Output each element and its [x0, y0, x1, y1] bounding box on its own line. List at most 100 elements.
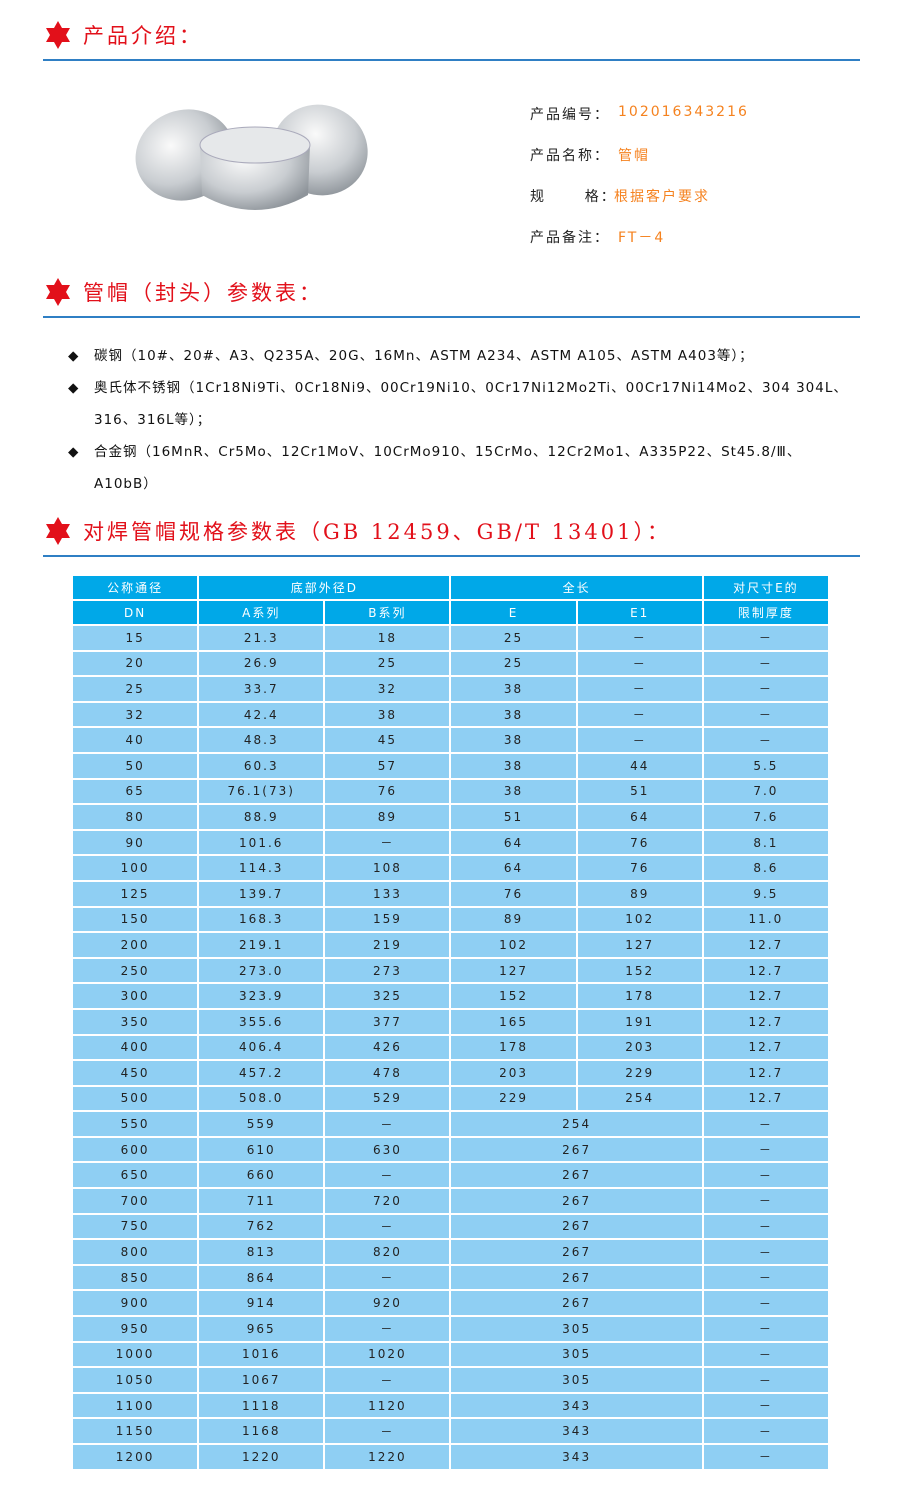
table-cell: 250 [70, 956, 200, 985]
table-cell: 32 [70, 700, 200, 729]
divider [43, 59, 860, 61]
table-cell: － [323, 1110, 452, 1138]
table-row: 100 114.3 108 64 76 8.6 [70, 854, 831, 882]
table-row: 40 48.3 45 38 －－ [70, 726, 831, 754]
table-cell: 51 [575, 777, 704, 806]
table-cell: 1067 [197, 1366, 326, 1394]
table-cell: － [701, 1187, 831, 1215]
diamond-bullet-icon: ◆ [68, 444, 80, 460]
pipe-cap-photo [135, 104, 368, 210]
table-cell: 11.0 [701, 905, 831, 934]
material-text: 合金钢（16MnR、Cr5Mo、12Cr1MoV、10CrMo910、15CrM… [94, 444, 802, 492]
table-cell: 9.5 [701, 879, 831, 908]
table-cell: 12.7 [701, 1059, 831, 1087]
table-cell: － [323, 1315, 452, 1343]
table-cell: 12.7 [701, 1084, 831, 1113]
table-cell: 80 [70, 803, 200, 831]
table-cell: 89 [323, 803, 452, 831]
table-cell: 178 [575, 982, 704, 1010]
list-item: ◆ 碳钢（10#、20#、A3、Q235A、20G、16Mn、ASTM A234、… [68, 340, 858, 372]
table-cell: － [701, 1443, 831, 1471]
section-intro: 产品介绍： [43, 15, 860, 61]
table-row: 750 762 － 267 － [70, 1212, 831, 1241]
table-cell: 325 [323, 982, 452, 1010]
table-cell: 32 [323, 675, 452, 703]
table-cell: 323.9 [197, 982, 326, 1010]
table-cell: 1016 [197, 1340, 326, 1369]
table-cell: 267 [449, 1212, 704, 1241]
table-cell: － [701, 1135, 831, 1164]
table-row: 250 273.0 273 127 152 12.7 [70, 956, 831, 985]
table-cell: － [701, 1110, 831, 1138]
table-cell: 1020 [323, 1340, 452, 1369]
table-cell: － [701, 1238, 831, 1266]
diamond-bullet-icon: ◆ [68, 348, 80, 364]
table-cell: 76.1(73) [197, 777, 326, 806]
table-row: 65 76.1(73) 76 38 51 7.0 [70, 777, 831, 806]
table-cell: 300 [70, 982, 200, 1010]
table-row: 150 168.3 159 89 102 11.0 [70, 905, 831, 934]
table-cell: 377 [323, 1007, 452, 1036]
table-row: 500 508.0 529 229 254 12.7 [70, 1084, 831, 1113]
table-cell: 1120 [323, 1391, 452, 1420]
table-cell: 90 [70, 828, 200, 857]
table-cell: 508.0 [197, 1084, 326, 1113]
table-cell: 38 [449, 777, 578, 806]
table-cell: 45 [323, 726, 452, 754]
table-cell: 850 [70, 1263, 200, 1292]
table-cell: 76 [575, 828, 704, 857]
product-info-row: 产品编号： 102016343216 [530, 104, 749, 145]
table-cell: － [701, 1263, 831, 1292]
table-row: 32 42.4 38 38 －－ [70, 700, 831, 729]
table-cell: － [701, 1315, 831, 1343]
table-cell: 76 [449, 879, 578, 908]
table-cell: 38 [449, 726, 578, 754]
table-row: 1200 1220 1220 343 － [70, 1443, 831, 1471]
header-cell: A系列 [197, 599, 326, 626]
table-cell: 720 [323, 1187, 452, 1215]
table-cell: 178 [449, 1033, 578, 1062]
table-cell: － [575, 726, 704, 754]
table-row: 450 457.2 478 203 229 12.7 [70, 1059, 831, 1087]
table-cell: 610 [197, 1135, 326, 1164]
table-row: 1150 1168 － 343 － [70, 1417, 831, 1445]
table-cell: 559 [197, 1110, 326, 1138]
table-cell: 343 [449, 1391, 704, 1420]
table-cell: 267 [449, 1135, 704, 1164]
table-cell: 305 [449, 1366, 704, 1394]
table-cell: 38 [449, 700, 578, 729]
table-cell: － [701, 649, 831, 678]
star-icon [46, 278, 70, 306]
table-cell: 40 [70, 726, 200, 754]
table-row: 25 33.7 32 38 －－ [70, 675, 831, 703]
materials-list: ◆ 碳钢（10#、20#、A3、Q235A、20G、16Mn、ASTM A234、… [68, 340, 858, 500]
table-cell: 1168 [197, 1417, 326, 1445]
table-cell: 920 [323, 1289, 452, 1318]
table-cell: － [701, 1212, 831, 1241]
table-cell: － [575, 624, 704, 652]
table-cell: 965 [197, 1315, 326, 1343]
list-item: ◆ 奥氏体不锈钢（1Cr18Ni9Ti、0Cr18Ni9、00Cr19Ni10、0… [68, 372, 858, 436]
star-icon [46, 517, 70, 545]
table-cell: － [701, 1391, 831, 1420]
table-cell: 267 [449, 1289, 704, 1318]
section-title: 产品介绍： [83, 24, 203, 48]
table-row: 800 813 820 267 － [70, 1238, 831, 1266]
table-cell: 127 [575, 931, 704, 959]
table-cell: 64 [449, 854, 578, 882]
table-cell: 355.6 [197, 1007, 326, 1036]
table-row: 700 711 720 267 － [70, 1187, 831, 1215]
section-spec: 对焊管帽规格参数表（GB 12459、GB/T 13401）： [43, 511, 860, 557]
table-cell: 1000 [70, 1340, 200, 1369]
product-info-row: 产品名称： 管帽 [530, 145, 749, 186]
table-cell: 20 [70, 649, 200, 678]
table-cell: 18 [323, 624, 452, 652]
section-title: 对焊管帽规格参数表（GB 12459、GB/T 13401）： [83, 520, 671, 544]
table-cell: － [575, 675, 704, 703]
table-row: 1100 1118 1120 343 － [70, 1391, 831, 1420]
table-cell: 7.0 [701, 777, 831, 806]
table-cell: 89 [575, 879, 704, 908]
table-cell: 25 [449, 649, 578, 678]
table-cell: 133 [323, 879, 452, 908]
table-cell: 152 [449, 982, 578, 1010]
